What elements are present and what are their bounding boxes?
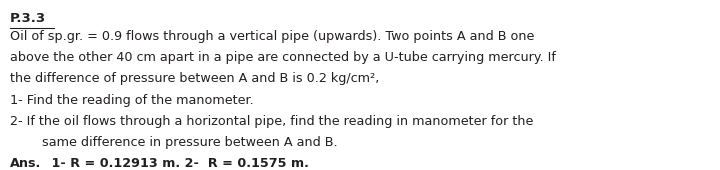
Text: 2- If the oil flows through a horizontal pipe, find the reading in manometer for: 2- If the oil flows through a horizontal… — [10, 115, 534, 128]
Text: same difference in pressure between A and B.: same difference in pressure between A an… — [10, 135, 338, 149]
Text: the difference of pressure between A and B is 0.2 kg/cm²,: the difference of pressure between A and… — [10, 72, 379, 86]
Text: above the other 40 cm apart in a pipe are connected by a U-tube carrying mercury: above the other 40 cm apart in a pipe ar… — [10, 52, 556, 64]
Text: Oil of sp.gr. = 0.9 flows through a vertical pipe (upwards). Two points A and B : Oil of sp.gr. = 0.9 flows through a vert… — [10, 30, 534, 43]
Text: Ans.: Ans. — [10, 157, 41, 170]
Text: 1- Find the reading of the manometer.: 1- Find the reading of the manometer. — [10, 94, 253, 106]
Text: 1- R = 0.12913 m. 2-  R = 0.1575 m.: 1- R = 0.12913 m. 2- R = 0.1575 m. — [48, 157, 309, 170]
Text: P.3.3: P.3.3 — [10, 12, 46, 24]
